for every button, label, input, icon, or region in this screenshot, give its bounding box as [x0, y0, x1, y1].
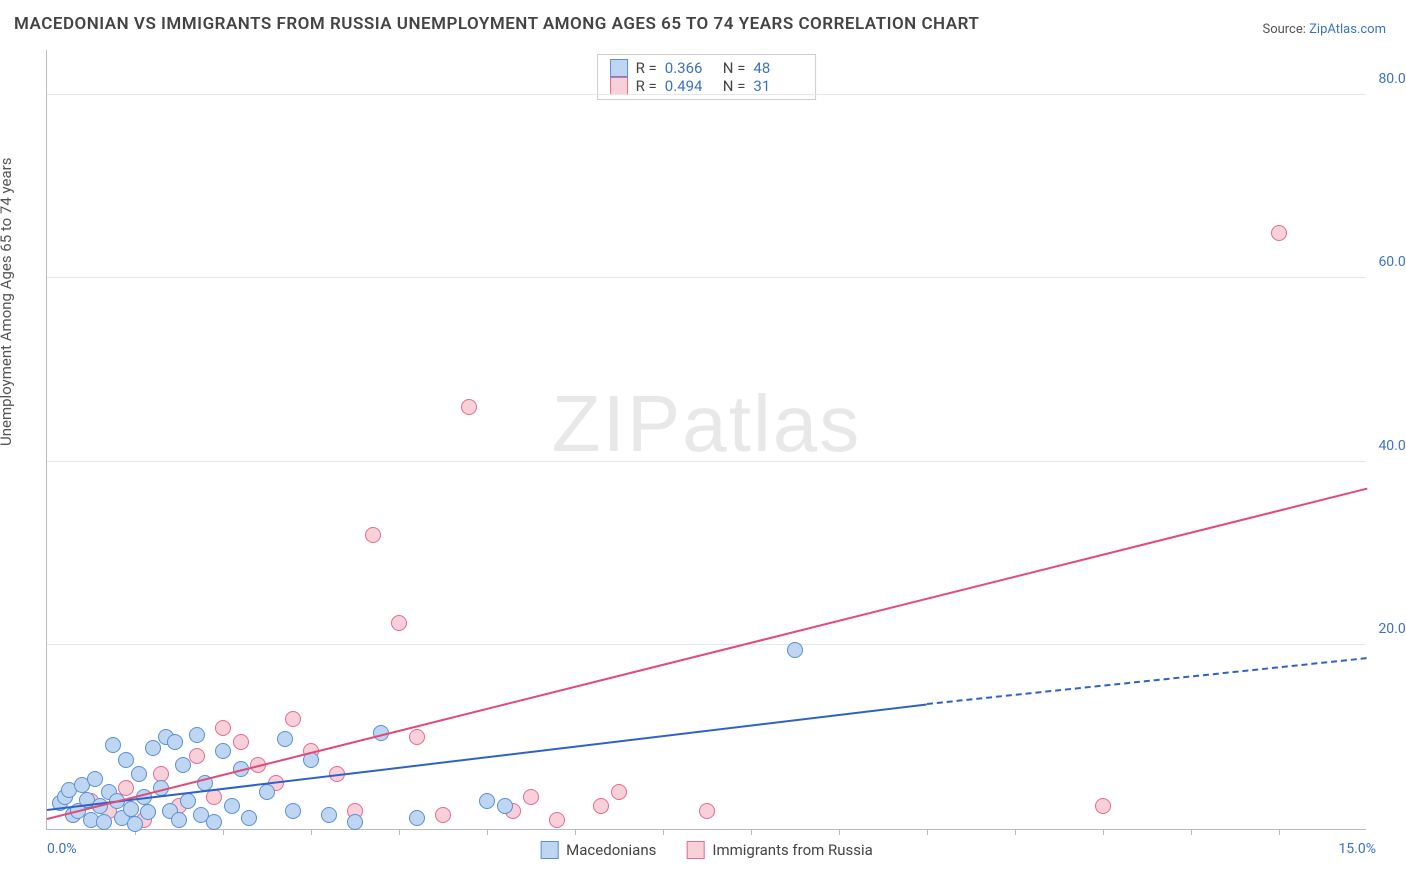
n-value-macedonians: 48 — [753, 59, 803, 77]
source-prefix: Source: — [1262, 22, 1309, 37]
data-point-macedonians — [321, 807, 337, 823]
swatch-russia — [610, 77, 628, 95]
data-point-russia — [1271, 225, 1287, 241]
swatch-macedonians — [610, 59, 628, 77]
x-tick — [311, 829, 312, 835]
data-point-russia — [285, 711, 301, 727]
data-point-macedonians — [180, 793, 196, 809]
data-point-macedonians — [140, 804, 156, 820]
stats-row-russia: R = 0.494 N = 31 — [610, 77, 804, 95]
x-axis-min-label: 0.0% — [47, 841, 77, 857]
data-point-russia — [611, 784, 627, 800]
x-tick — [575, 829, 576, 835]
data-point-macedonians — [479, 793, 495, 809]
n-label: N = — [723, 77, 746, 95]
data-point-russia — [461, 399, 477, 415]
data-point-macedonians — [171, 812, 187, 828]
y-axis-label: Unemployment Among Ages 65 to 74 years — [0, 158, 15, 446]
data-point-macedonians — [123, 801, 139, 817]
r-label: R = — [636, 77, 657, 95]
data-point-macedonians — [96, 814, 112, 830]
plot-area: ZIPatlas R = 0.366 N = 48 R = 0.494 N = … — [46, 50, 1366, 830]
chart-title: MACEDONIAN VS IMMIGRANTS FROM RUSSIA UNE… — [14, 14, 979, 34]
stats-row-macedonians: R = 0.366 N = 48 — [610, 59, 804, 77]
source-link[interactable]: ZipAtlas.com — [1309, 22, 1386, 37]
x-tick — [399, 829, 400, 835]
x-tick — [663, 829, 664, 835]
data-point-russia — [549, 812, 565, 828]
x-tick — [751, 829, 752, 835]
legend-item-macedonians: Macedonians — [540, 841, 656, 859]
x-tick — [223, 829, 224, 835]
data-point-macedonians — [277, 731, 293, 747]
data-point-macedonians — [206, 814, 222, 830]
gridline — [47, 461, 1366, 462]
r-value-russia: 0.494 — [665, 77, 715, 95]
regression-line-russia — [47, 488, 1367, 820]
legend-swatch-macedonians — [540, 841, 558, 859]
data-point-macedonians — [175, 757, 191, 773]
legend-bottom: Macedonians Immigrants from Russia — [540, 841, 873, 859]
data-point-macedonians — [167, 734, 183, 750]
data-point-macedonians — [409, 810, 425, 826]
x-tick — [1015, 829, 1016, 835]
n-value-russia: 31 — [753, 77, 803, 95]
gridline — [47, 94, 1366, 95]
x-tick — [839, 829, 840, 835]
y-tick-label: 80.0% — [1356, 71, 1406, 87]
x-tick — [927, 829, 928, 835]
data-point-russia — [215, 720, 231, 736]
data-point-macedonians — [787, 642, 803, 658]
data-point-russia — [189, 748, 205, 764]
data-point-macedonians — [145, 740, 161, 756]
regression-line-macedonians-extrapolated — [927, 657, 1367, 705]
data-point-russia — [435, 807, 451, 823]
data-point-macedonians — [189, 727, 205, 743]
data-point-russia — [593, 798, 609, 814]
data-point-macedonians — [131, 766, 147, 782]
data-point-russia — [699, 803, 715, 819]
data-point-russia — [1095, 798, 1111, 814]
data-point-macedonians — [127, 816, 143, 832]
watermark: ZIPatlas — [552, 378, 861, 470]
x-tick — [1279, 829, 1280, 835]
data-point-russia — [523, 789, 539, 805]
data-point-macedonians — [259, 784, 275, 800]
data-point-macedonians — [241, 810, 257, 826]
legend-swatch-russia — [686, 841, 704, 859]
n-label: N = — [723, 59, 746, 77]
legend-label-russia: Immigrants from Russia — [712, 841, 872, 859]
x-tick — [487, 829, 488, 835]
legend-label-macedonians: Macedonians — [566, 841, 656, 859]
y-tick-label: 40.0% — [1356, 438, 1406, 454]
x-axis-max-label: 15.0% — [1338, 841, 1376, 857]
legend-item-russia: Immigrants from Russia — [686, 841, 872, 859]
data-point-macedonians — [347, 814, 363, 830]
data-point-macedonians — [87, 771, 103, 787]
gridline — [47, 644, 1366, 645]
data-point-russia — [365, 527, 381, 543]
data-point-macedonians — [497, 798, 513, 814]
gridline — [47, 277, 1366, 278]
y-tick-label: 60.0% — [1356, 254, 1406, 270]
data-point-russia — [233, 734, 249, 750]
data-point-russia — [409, 729, 425, 745]
data-point-macedonians — [215, 743, 231, 759]
r-value-macedonians: 0.366 — [665, 59, 715, 77]
r-label: R = — [636, 59, 657, 77]
source-attribution: Source: ZipAtlas.com — [1262, 22, 1386, 37]
data-point-macedonians — [224, 798, 240, 814]
data-point-macedonians — [118, 752, 134, 768]
data-point-russia — [391, 615, 407, 631]
x-tick — [1103, 829, 1104, 835]
data-point-macedonians — [285, 803, 301, 819]
x-tick — [1191, 829, 1192, 835]
y-tick-label: 20.0% — [1356, 621, 1406, 637]
data-point-macedonians — [105, 737, 121, 753]
